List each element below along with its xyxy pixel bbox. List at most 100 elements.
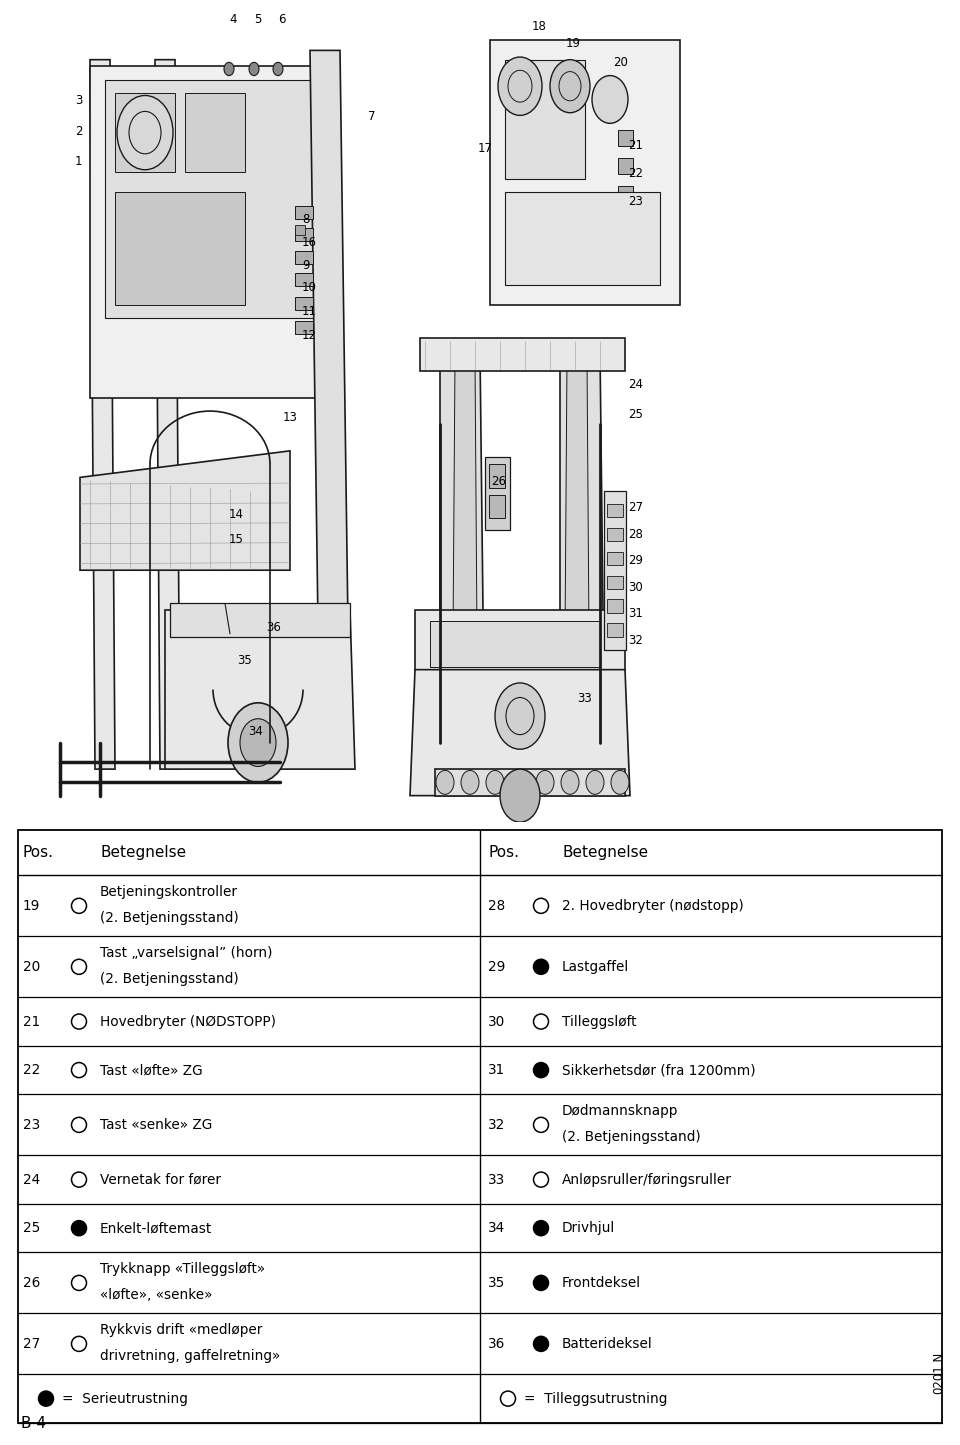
Text: 27: 27 (23, 1337, 40, 1351)
Text: Frontdeksel: Frontdeksel (562, 1276, 641, 1290)
Text: Tilleggsløft: Tilleggsløft (562, 1014, 636, 1029)
Circle shape (71, 1221, 86, 1235)
Bar (295, 225, 305, 234)
Circle shape (534, 1221, 548, 1235)
Text: 14: 14 (229, 507, 244, 520)
Circle shape (498, 56, 542, 116)
Text: 31: 31 (488, 1064, 505, 1077)
Text: «løfte», «senke»: «løfte», «senke» (100, 1287, 212, 1302)
Text: 7: 7 (368, 110, 375, 123)
Text: Betegnelse: Betegnelse (562, 845, 648, 860)
Text: (2. Betjeningsstand): (2. Betjeningsstand) (100, 972, 239, 985)
Text: =  Serieutrustning: = Serieutrustning (62, 1392, 188, 1406)
Text: 21: 21 (23, 1014, 40, 1029)
Bar (105, 79, 325, 318)
Text: 22: 22 (628, 168, 643, 181)
Bar (295, 273, 313, 286)
Bar (489, 494, 505, 519)
Text: 35: 35 (237, 653, 252, 666)
Text: 36: 36 (488, 1337, 505, 1351)
Bar (295, 298, 313, 311)
Text: 27: 27 (628, 501, 643, 514)
Polygon shape (310, 51, 350, 769)
Bar (170, 604, 350, 636)
Bar (607, 504, 623, 517)
Bar (607, 527, 623, 540)
Text: Vernetak for fører: Vernetak for fører (100, 1172, 221, 1186)
Text: Betjeningskontroller: Betjeningskontroller (100, 886, 238, 899)
Text: 12: 12 (302, 329, 317, 342)
Bar (505, 192, 660, 285)
Text: =  Tilleggsutrustning: = Tilleggsutrustning (524, 1392, 667, 1406)
Text: 6: 6 (278, 13, 285, 26)
Bar (607, 552, 623, 565)
Text: 3: 3 (75, 94, 83, 107)
Circle shape (117, 95, 173, 169)
Text: Tast «senke» ZG: Tast «senke» ZG (100, 1118, 212, 1131)
Bar (485, 458, 510, 530)
Text: 30: 30 (628, 581, 643, 594)
Text: 33: 33 (577, 692, 591, 705)
Text: Lastgaffel: Lastgaffel (562, 959, 629, 974)
Text: 21: 21 (628, 139, 643, 152)
Text: Hovedbryter (NØDSTOPP): Hovedbryter (NØDSTOPP) (100, 1014, 276, 1029)
Circle shape (495, 683, 545, 749)
Circle shape (500, 769, 540, 822)
Bar (607, 623, 623, 636)
Text: (2. Betjeningsstand): (2. Betjeningsstand) (100, 910, 239, 925)
Bar (607, 600, 623, 613)
Circle shape (534, 1276, 548, 1290)
Text: 29: 29 (488, 959, 505, 974)
Text: 25: 25 (628, 409, 643, 422)
Circle shape (461, 770, 479, 795)
Circle shape (38, 1392, 54, 1406)
Circle shape (536, 770, 554, 795)
Bar (295, 228, 313, 241)
Polygon shape (452, 358, 478, 776)
Text: drivretning, gaffelretning»: drivretning, gaffelretning» (100, 1350, 280, 1363)
Bar (618, 130, 633, 146)
Text: 19: 19 (566, 38, 581, 51)
Text: Pos.: Pos. (23, 845, 54, 860)
Polygon shape (410, 669, 630, 796)
Text: 34: 34 (488, 1221, 505, 1235)
Bar (295, 321, 313, 334)
Circle shape (586, 770, 604, 795)
Text: 23: 23 (628, 195, 643, 208)
Circle shape (561, 770, 579, 795)
Bar (115, 192, 245, 305)
Polygon shape (90, 66, 340, 397)
Polygon shape (560, 351, 605, 782)
Polygon shape (165, 610, 355, 769)
Text: 4: 4 (229, 13, 236, 26)
Text: 30: 30 (488, 1014, 505, 1029)
Text: Trykknapp «Tilleggsløft»: Trykknapp «Tilleggsløft» (100, 1263, 265, 1276)
Circle shape (550, 59, 590, 113)
Text: Sikkerhetsdør (fra 1200mm): Sikkerhetsdør (fra 1200mm) (562, 1064, 756, 1077)
Text: Betegnelse: Betegnelse (100, 845, 186, 860)
Text: 32: 32 (488, 1118, 505, 1131)
Text: 33: 33 (488, 1172, 505, 1186)
Text: Tast „varselsignal” (horn): Tast „varselsignal” (horn) (100, 946, 273, 961)
Text: 35: 35 (488, 1276, 505, 1290)
Text: 18: 18 (532, 20, 547, 33)
Text: Anløpsruller/føringsruller: Anløpsruller/føringsruller (562, 1172, 732, 1186)
Text: 13: 13 (283, 410, 298, 423)
Bar (295, 250, 313, 264)
Circle shape (436, 770, 454, 795)
Text: 25: 25 (23, 1221, 40, 1235)
Polygon shape (80, 451, 290, 571)
Bar (618, 158, 633, 173)
Text: Tast «løfte» ZG: Tast «løfte» ZG (100, 1064, 203, 1077)
Bar (604, 491, 626, 650)
Circle shape (240, 718, 276, 766)
Text: Drivhjul: Drivhjul (562, 1221, 615, 1235)
Text: 20: 20 (23, 959, 40, 974)
Circle shape (534, 1062, 548, 1078)
Text: 17: 17 (478, 142, 493, 155)
Bar (618, 185, 633, 201)
Text: 5: 5 (254, 13, 261, 26)
Text: Pos.: Pos. (488, 845, 519, 860)
Polygon shape (90, 59, 115, 769)
Text: Batterideksel: Batterideksel (562, 1337, 653, 1351)
